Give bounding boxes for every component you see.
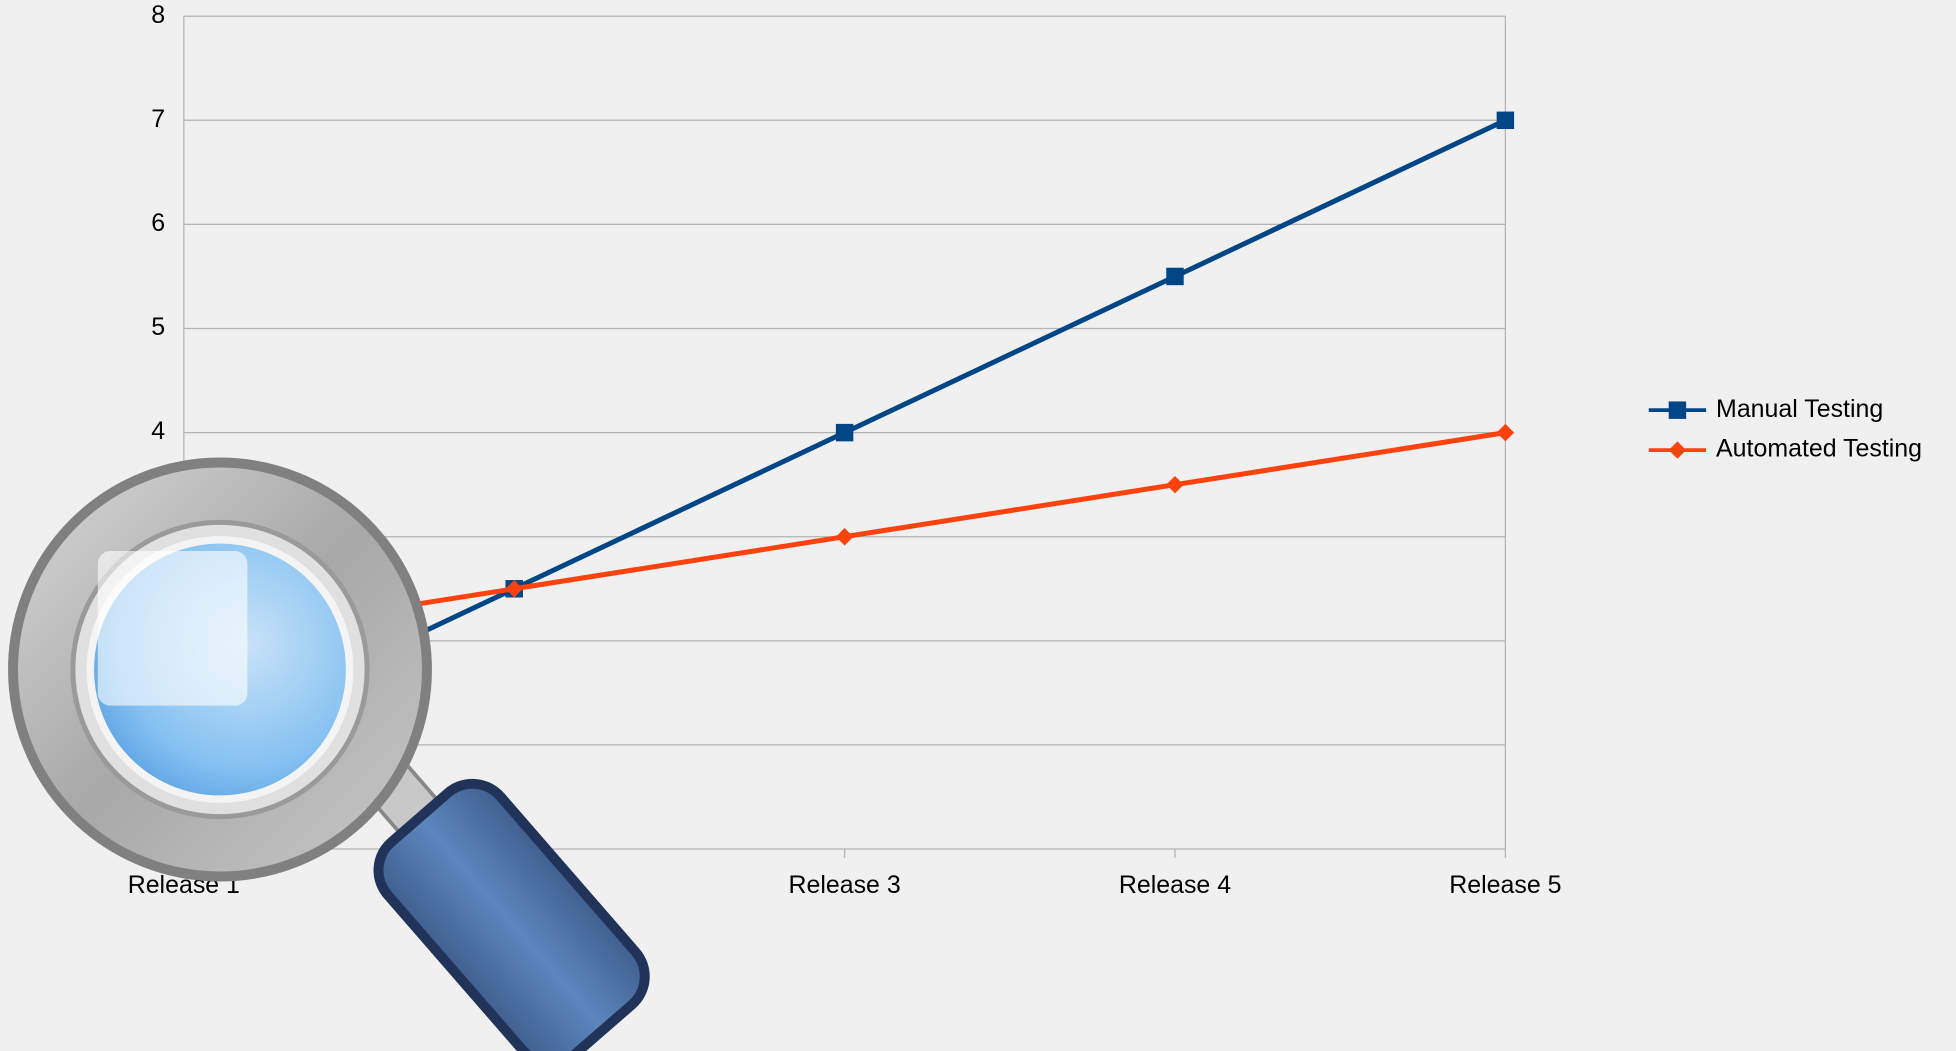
- legend-marker: [1668, 401, 1687, 419]
- x-tick-label: Release 5: [1449, 871, 1561, 899]
- y-tick-label: 4: [151, 417, 165, 445]
- legend-label: Automated Testing: [1716, 435, 1922, 463]
- data-point: [835, 423, 854, 442]
- data-point: [1166, 475, 1184, 494]
- data-point: [1496, 423, 1515, 442]
- legend-label: Manual Testing: [1716, 395, 1883, 423]
- y-tick-label: 8: [151, 1, 165, 29]
- y-tick-label: 6: [151, 209, 165, 237]
- y-tick-label: 5: [151, 313, 165, 341]
- legend-marker: [1668, 441, 1687, 459]
- data-point: [1496, 111, 1515, 130]
- y-tick-label: 7: [151, 105, 165, 133]
- data-point: [505, 580, 523, 598]
- data-point: [1166, 267, 1184, 286]
- data-point: [835, 527, 854, 546]
- magnifier-icon: [8, 457, 650, 1051]
- x-tick-label: Release 4: [1119, 871, 1231, 899]
- x-tick-label: Release 3: [788, 871, 900, 899]
